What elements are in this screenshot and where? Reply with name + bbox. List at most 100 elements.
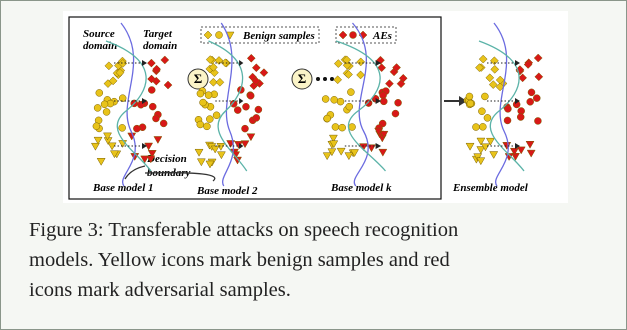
sample-circle — [479, 123, 487, 131]
sample-diamond — [108, 76, 118, 86]
sample-triangle — [144, 142, 154, 151]
sample-triangle — [379, 130, 389, 139]
sample-circle — [534, 117, 542, 125]
sample-circle — [152, 114, 160, 123]
sample-triangle — [146, 155, 156, 164]
legend-aes-text: AEs — [372, 30, 392, 42]
sample-triangle — [465, 142, 475, 151]
figure: Source domain Target domain Benign sampl… — [63, 11, 568, 203]
sample-circle — [347, 88, 355, 96]
sample-circle — [394, 99, 402, 107]
sample-triangle — [476, 157, 486, 166]
sample-circle — [246, 91, 255, 100]
sample-circle — [348, 123, 356, 131]
sample-diamond — [209, 77, 218, 87]
shift-arrowhead — [375, 143, 382, 149]
target-domain-label: Target — [143, 28, 173, 40]
decision-boundary — [208, 40, 248, 172]
sample-circle — [159, 119, 168, 128]
sample-triangle — [210, 145, 220, 154]
sample-circle — [466, 99, 475, 108]
sample-diamond — [203, 30, 213, 40]
sample-circle — [478, 107, 486, 115]
sample-diamond — [251, 76, 261, 86]
ensemble-arrowhead — [459, 96, 467, 106]
sample-triangle — [486, 137, 495, 146]
sample-diamond — [396, 79, 406, 89]
sample-circle — [92, 122, 101, 130]
sample-circle — [504, 105, 512, 113]
sample-diamond — [251, 63, 261, 73]
sample-circle — [516, 113, 525, 121]
sample-circle — [242, 103, 250, 111]
sample-diamond — [163, 80, 173, 90]
decision-boundary — [335, 40, 387, 172]
legend-benign-box — [200, 26, 320, 44]
sample-diamond — [259, 68, 269, 78]
pointer-arrow — [124, 165, 146, 180]
sample-circle — [472, 123, 480, 131]
sample-circle — [391, 109, 400, 118]
sample-triangle — [476, 146, 486, 155]
sum-circle — [291, 68, 313, 90]
sample-circle — [118, 124, 126, 132]
sample-triangle — [205, 160, 215, 169]
sample-circle — [233, 106, 242, 114]
shift-arrowhead — [142, 98, 147, 104]
legend-benign-text: Benign samples — [242, 30, 315, 42]
sample-triangle — [96, 158, 106, 166]
shift-arrowhead — [239, 60, 244, 66]
sample-circle — [254, 105, 263, 114]
base-models-box — [68, 16, 442, 200]
sample-triangle — [327, 148, 337, 157]
sample-diamond — [490, 56, 499, 66]
decision-boundary — [478, 40, 525, 172]
sample-circle — [338, 123, 346, 132]
sample-circle — [199, 98, 207, 107]
sample-circle — [206, 115, 214, 123]
sample-triangle — [90, 142, 100, 151]
sample-circle — [95, 89, 104, 97]
shift-arrowhead — [375, 98, 382, 104]
sample-diamond — [356, 70, 365, 80]
sample-diamond — [333, 59, 343, 68]
sample-diamond — [333, 75, 343, 85]
sample-circle — [483, 114, 492, 122]
sample-circle — [241, 124, 249, 133]
decision-boundary — [220, 22, 235, 187]
sample-circle — [229, 100, 238, 108]
sample-circle — [323, 114, 331, 123]
shift-arrowhead — [515, 143, 520, 149]
sample-triangle — [246, 133, 256, 142]
sample-diamond — [385, 79, 394, 89]
sample-diamond — [147, 58, 156, 68]
sample-diamond — [376, 55, 385, 65]
sample-circle — [481, 92, 489, 101]
decision-boundary — [493, 22, 509, 187]
sample-circle — [100, 100, 109, 109]
sample-triangle — [350, 149, 359, 157]
sample-diamond — [147, 74, 156, 84]
panel-label: Base model 2 — [196, 185, 258, 197]
sample-circle — [527, 88, 536, 97]
sample-circle — [203, 122, 211, 131]
sample-triangle — [147, 150, 157, 158]
shift-arrowhead — [142, 143, 147, 149]
sum-symbol: Σ — [298, 71, 307, 86]
sample-triangle — [153, 136, 163, 144]
decision-boundary — [120, 22, 136, 187]
sample-triangle — [194, 148, 204, 157]
sample-circle — [147, 86, 156, 94]
sample-diamond — [523, 60, 533, 69]
sample-diamond — [215, 77, 225, 87]
sample-diamond — [475, 63, 484, 73]
sample-triangle — [322, 152, 332, 161]
sample-circle — [330, 96, 338, 104]
sample-circle — [321, 95, 330, 103]
sample-circle — [345, 102, 354, 111]
sample-triangle — [328, 134, 338, 143]
sample-diamond — [214, 56, 224, 65]
sample-diamond — [485, 73, 495, 83]
sample-triangle — [489, 151, 499, 160]
